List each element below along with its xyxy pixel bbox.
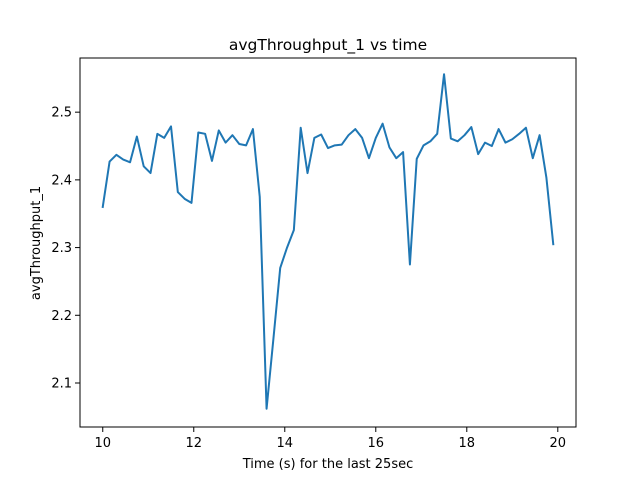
x-tick-label: 10 bbox=[94, 436, 111, 451]
y-tick-label: 2.5 bbox=[51, 106, 72, 121]
y-tick-label: 2.4 bbox=[51, 173, 72, 188]
x-axis-label: Time (s) for the last 25sec bbox=[242, 457, 414, 472]
x-tick-label: 12 bbox=[185, 436, 202, 451]
x-tick-label: 18 bbox=[459, 436, 476, 451]
plot-area bbox=[101, 73, 555, 410]
x-tick-label: 14 bbox=[276, 436, 293, 451]
y-axis-label: avgThroughput_1 bbox=[29, 186, 44, 300]
x-tick-label: 16 bbox=[368, 436, 385, 451]
chart-title: avgThroughput_1 vs time bbox=[229, 36, 427, 55]
x-tick-label: 20 bbox=[550, 436, 567, 451]
axes-frame bbox=[79, 57, 577, 428]
y-tick-label: 2.3 bbox=[51, 241, 72, 256]
x-axis: 10 12 14 16 18 20 bbox=[94, 427, 566, 451]
y-axis: 2.1 2.2 2.3 2.4 2.5 bbox=[51, 106, 80, 391]
series-line-0 bbox=[101, 73, 555, 410]
y-tick-label: 2.1 bbox=[51, 376, 72, 391]
y-tick-label: 2.2 bbox=[51, 309, 72, 324]
